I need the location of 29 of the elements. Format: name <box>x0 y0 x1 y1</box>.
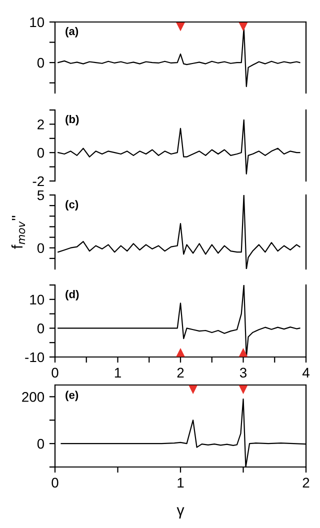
line-series <box>58 285 300 357</box>
y-tick-label: 200 <box>22 392 44 402</box>
y-tick-label: 10 <box>30 294 44 305</box>
y-tick-label: 0 <box>37 243 44 254</box>
y-tick-label: 0 <box>37 438 44 449</box>
annotation: (b) <box>66 114 79 126</box>
x-tick-label: 2 <box>177 368 184 378</box>
y-tick-label: 0 <box>37 58 44 68</box>
annotation: (d) <box>66 290 79 300</box>
y-tick-label: 0 <box>37 324 44 334</box>
annotation: (e) <box>66 390 78 402</box>
x-tick-label: 0 <box>52 478 58 488</box>
y-tick-label: 0 <box>37 148 44 158</box>
x-tick-label: 3 <box>240 368 246 378</box>
x-tick-label: 4 <box>302 368 310 378</box>
annotation: (c) <box>66 200 78 211</box>
annotation: (a) <box>66 26 78 38</box>
y-tick-label: 10 <box>30 17 44 28</box>
y-tick-label: 2 <box>38 120 44 130</box>
x-tick-label: 2 <box>302 478 310 488</box>
line-series <box>58 195 300 269</box>
x-tick-label: 0 <box>52 368 58 378</box>
y-axis-title: f$_{mov}$'' <box>11 216 26 249</box>
y-tick-label: -2 <box>32 176 44 186</box>
y-tick-label: -10 <box>25 352 44 362</box>
x-tick-label: 1 <box>114 368 121 378</box>
x-axis-title: γ <box>176 507 184 518</box>
x-tick-label: 1 <box>178 478 184 488</box>
y-tick-label: 5 <box>37 190 44 200</box>
